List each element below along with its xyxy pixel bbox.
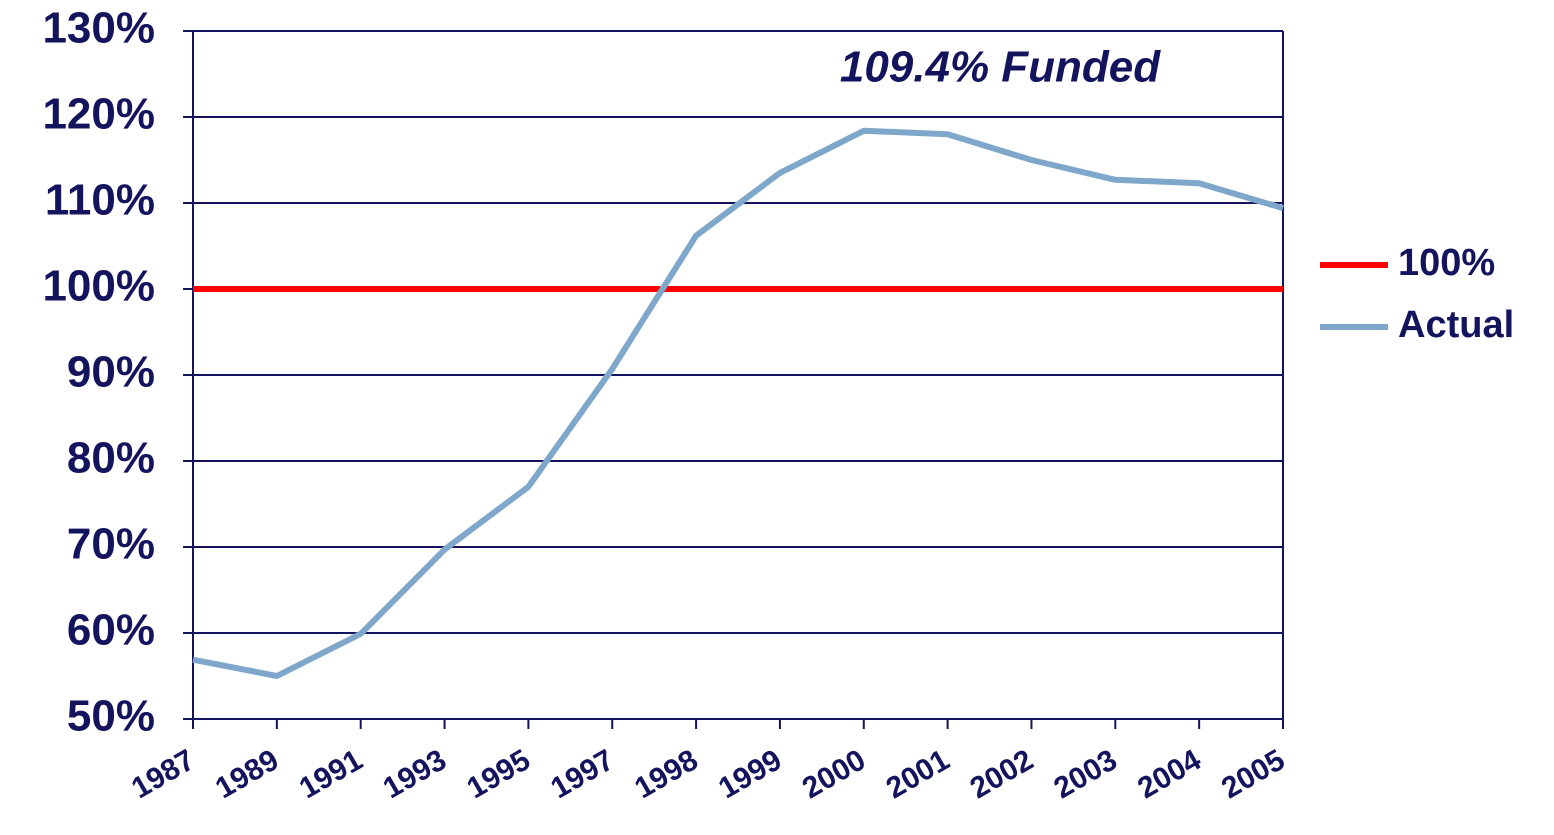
x-tick-label: 1995 (462, 743, 536, 805)
x-tick-label: 2002 (965, 743, 1039, 805)
x-tick-label: 2000 (797, 743, 871, 805)
y-tick-label: 100% (42, 262, 155, 311)
x-tick-label: 1993 (378, 743, 452, 805)
x-tick-label: 1999 (713, 743, 787, 805)
x-tick-label: 2005 (1216, 743, 1290, 805)
x-tick-label: 1997 (545, 743, 619, 805)
y-tick-label: 50% (67, 692, 155, 741)
y-tick-label: 120% (42, 90, 155, 139)
x-tick-label: 2001 (881, 743, 955, 805)
y-tick-label: 90% (67, 348, 155, 397)
x-tick-label: 1987 (126, 743, 200, 805)
y-tick-label: 130% (42, 4, 155, 53)
legend-label: 100% (1398, 242, 1495, 284)
legend-label: Actual (1398, 304, 1514, 346)
x-tick-label: 1989 (210, 743, 284, 805)
x-tick-label: 2003 (1048, 743, 1122, 805)
y-tick-label: 60% (67, 606, 155, 655)
annotation: 109.4% Funded (840, 43, 1161, 92)
y-tick-label: 110% (45, 176, 155, 225)
x-tick-label: 1991 (294, 743, 368, 805)
line (192, 127, 1284, 679)
y-tick-label: 70% (67, 520, 155, 569)
y-tick-label: 80% (67, 434, 155, 483)
x-tick-label: 1998 (629, 743, 703, 805)
x-tick-label: 2004 (1132, 743, 1207, 805)
